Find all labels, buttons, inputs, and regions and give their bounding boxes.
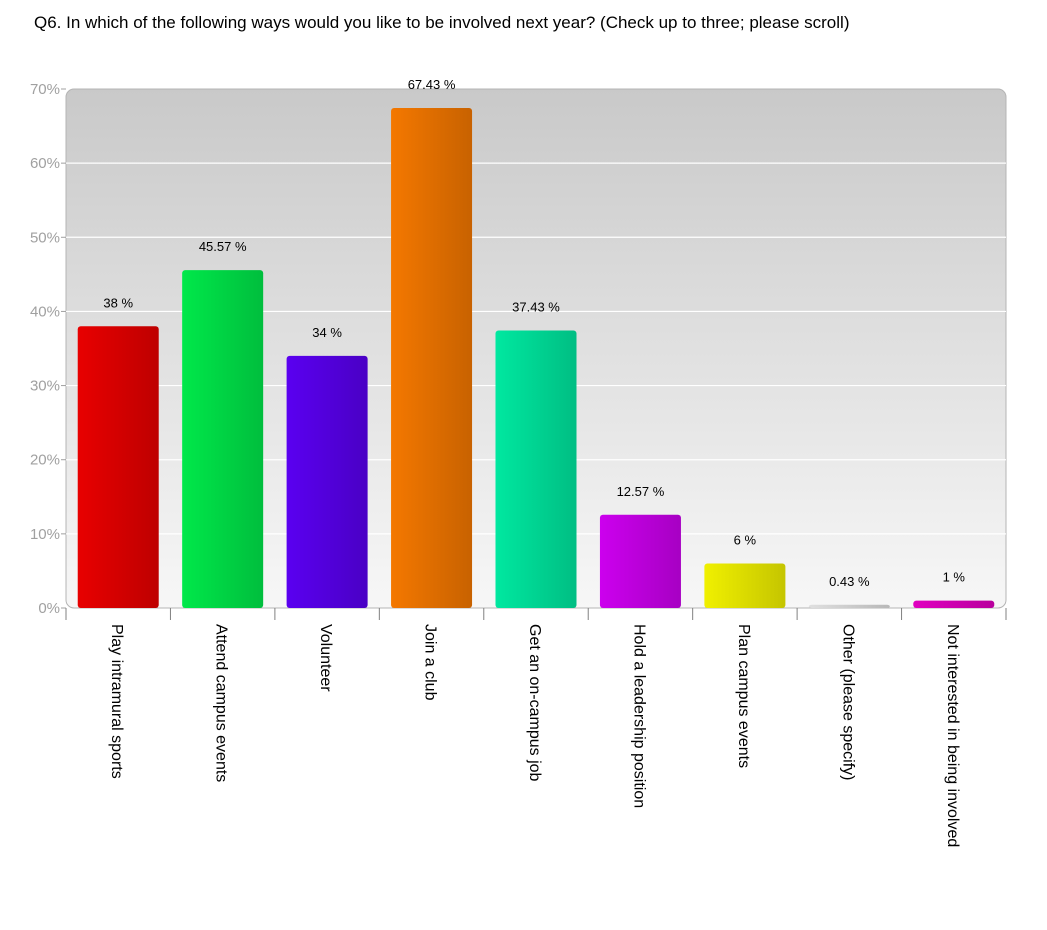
bar [599, 514, 681, 608]
y-tick-label: 0% [38, 600, 60, 617]
bar [77, 326, 159, 608]
data-label: 6 % [734, 533, 757, 548]
data-label: 45.57 % [199, 239, 247, 254]
bar [182, 270, 264, 608]
data-label: 34 % [312, 325, 342, 340]
bar [391, 108, 473, 608]
bar [495, 330, 577, 608]
category-label: Join a club [422, 624, 439, 701]
y-tick-label: 70% [30, 81, 60, 98]
data-label: 67.43 % [408, 77, 456, 92]
y-tick-label: 50% [30, 229, 60, 246]
data-labels: 38 % 45.57 % 34 % 67.43 % 37.43 % 12.57 % 6 % 0… [103, 77, 965, 589]
data-label: 0.43 % [829, 574, 870, 589]
category-label: Attend campus events [213, 624, 230, 782]
category-label: Get an on-campus job [526, 624, 543, 782]
bar [286, 355, 368, 608]
category-label: Hold a leadership position [630, 624, 647, 808]
y-tick-label: 60% [30, 155, 60, 172]
data-label: 38 % [103, 295, 133, 310]
bar [913, 600, 995, 608]
category-labels: Play intramural sports Attend campus even… [108, 624, 961, 847]
y-tick-label: 40% [30, 303, 60, 320]
category-label: Volunteer [317, 624, 334, 692]
x-axis [65, 608, 1007, 620]
bar [808, 604, 890, 608]
category-label: Play intramural sports [108, 624, 125, 779]
y-axis: 0% 10% 20% 30% 40% 50% 60% 70% [30, 81, 66, 617]
data-label: 12.57 % [617, 484, 665, 499]
y-tick-label: 30% [30, 378, 60, 395]
bar [704, 563, 786, 608]
y-tick-label: 20% [30, 452, 60, 469]
category-label: Plan campus events [735, 624, 752, 768]
data-label: 1 % [943, 570, 966, 585]
category-label: Not interested in being involved [944, 624, 961, 847]
y-tick-label: 10% [30, 526, 60, 543]
data-label: 37.43 % [512, 299, 560, 314]
chart-title: Q6. In which of the following ways would… [34, 13, 850, 32]
category-label: Other (please specify) [839, 624, 856, 781]
bars [77, 108, 995, 608]
